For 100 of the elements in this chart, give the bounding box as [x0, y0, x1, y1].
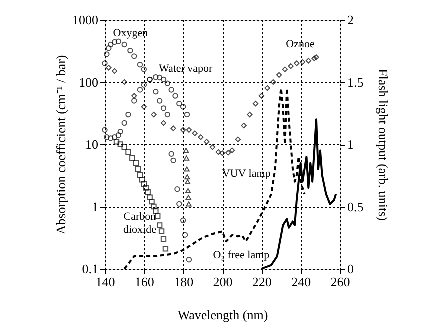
point: [160, 106, 167, 112]
point: [114, 139, 120, 145]
point: [149, 198, 155, 205]
point: [137, 87, 144, 93]
point: [112, 39, 118, 46]
point: [270, 79, 276, 86]
y-tick-label: 10: [86, 137, 98, 152]
point: [133, 160, 140, 166]
point: [153, 74, 159, 80]
point: [198, 134, 204, 140]
point: [156, 74, 163, 81]
point: [241, 122, 247, 129]
point: [102, 127, 108, 133]
point: [210, 144, 216, 150]
x-tick-label: 220: [252, 274, 272, 290]
point: [314, 54, 320, 60]
x-tick-label: 260: [330, 274, 350, 290]
x-tick-label: 240: [292, 274, 312, 290]
point: [264, 85, 270, 92]
point: [300, 59, 306, 66]
point: [184, 174, 190, 180]
y2-axis-title: Flash light output (arb. units): [376, 68, 391, 222]
point: [288, 64, 294, 70]
point: [164, 112, 171, 118]
point: [184, 179, 191, 185]
point: [186, 127, 192, 133]
point: [182, 232, 188, 238]
x-tick-label: 200: [213, 274, 233, 290]
point: [247, 112, 253, 118]
point: [112, 68, 118, 74]
point: [174, 186, 180, 192]
point: [106, 46, 112, 52]
point: [186, 202, 192, 207]
point: [141, 82, 148, 88]
point: [153, 89, 159, 95]
y-axis-title: Absorption coefficient (cm⁻¹ / bar): [54, 55, 68, 235]
point: [104, 134, 110, 140]
y-tick-label: 0.1: [82, 262, 98, 276]
point: [132, 98, 138, 104]
point: [226, 150, 232, 156]
y2-tick-label: 0.5: [348, 199, 364, 214]
point: [160, 120, 167, 126]
point: [180, 104, 186, 110]
point: [151, 112, 157, 118]
point: [143, 185, 149, 191]
point: [132, 54, 138, 60]
point: [180, 127, 186, 133]
point: [168, 151, 174, 157]
point: [306, 58, 312, 64]
y-tick-label: 100: [79, 74, 98, 90]
point: [118, 128, 124, 135]
point: [180, 218, 186, 224]
point: [158, 228, 165, 234]
point: [116, 38, 122, 44]
series-label: Oznoe: [286, 38, 315, 50]
point: [156, 222, 163, 228]
point: [160, 76, 167, 83]
point: [176, 100, 182, 107]
x-tick-label: 160: [134, 274, 154, 290]
point: [108, 42, 114, 48]
point: [108, 136, 114, 142]
y2-tick-label: 0: [348, 262, 354, 276]
point: [128, 48, 134, 54]
point: [141, 181, 148, 188]
y-tick-label: 1: [92, 199, 98, 214]
point: [126, 112, 132, 118]
y-tick-label: 1000: [72, 12, 98, 28]
point: [122, 144, 128, 150]
point: [116, 132, 122, 138]
point: [183, 148, 190, 154]
point: [147, 194, 153, 200]
x-tick-label: 140: [96, 274, 116, 290]
point: [220, 150, 226, 156]
point: [312, 56, 318, 62]
point: [137, 62, 144, 68]
point: [118, 142, 124, 148]
point: [186, 195, 192, 200]
point: [184, 166, 190, 172]
point: [235, 136, 242, 142]
point: [294, 60, 300, 66]
point: [141, 66, 148, 72]
point: [229, 148, 236, 154]
point: [104, 52, 110, 58]
point: [141, 104, 148, 110]
series-label: Carbon dioxide: [123, 210, 157, 236]
series-label: Water vapor: [158, 62, 214, 75]
point: [145, 190, 151, 196]
point: [126, 149, 132, 156]
point: [102, 60, 108, 66]
point: [186, 257, 192, 263]
point: [258, 93, 265, 99]
point: [130, 155, 136, 162]
point: [135, 166, 142, 172]
point: [192, 130, 198, 136]
point: [185, 188, 192, 194]
point: [162, 246, 169, 252]
point: [156, 98, 163, 104]
point: [282, 66, 288, 72]
series-label: Oxygen: [113, 28, 149, 40]
point: [132, 93, 138, 99]
